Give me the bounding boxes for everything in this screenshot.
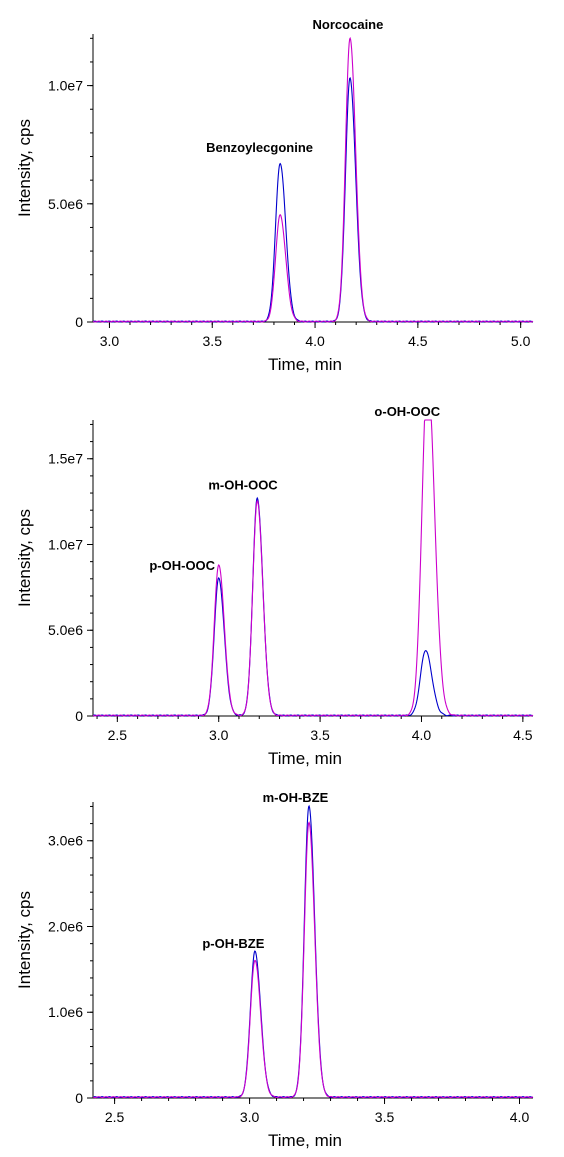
series-trace-1 [92, 76, 534, 323]
x-tick-label: 3.5 [375, 1109, 395, 1125]
series-trace-1 [92, 804, 534, 1099]
chart-panel-3: 2.5 3.0 3.5 4.0 0 1.0e6 2.0e6 3.0e6 Time, min Int… [15, 790, 534, 1150]
x-tick-label: 4.5 [408, 333, 428, 349]
x-tick-label: 3.0 [100, 333, 120, 349]
x-tick-label: 3.0 [240, 1109, 260, 1125]
peak-label: Norcocaine [313, 17, 384, 32]
peak-label: o-OH-OOC [374, 404, 440, 419]
peak-label: p-OH-OOC [149, 558, 215, 573]
x-tick-label: 4.0 [412, 727, 432, 743]
y-tick-label: 1.0e7 [48, 78, 83, 94]
peak-label: Benzoylecgonine [206, 140, 313, 155]
y-tick-label: 1.0e7 [48, 536, 83, 552]
y-axis-title: Intensity, cps [15, 509, 34, 607]
x-axis-title: Time, min [268, 355, 342, 374]
y-tick-label: 0 [75, 1090, 83, 1106]
x-tick-label: 2.5 [105, 1109, 125, 1125]
series-trace-2 [92, 419, 534, 717]
x-tick-label: 3.0 [209, 727, 229, 743]
x-tick-label: 4.0 [510, 1109, 530, 1125]
y-axis-title: Intensity, cps [15, 891, 34, 989]
x-tick-label: 4.0 [305, 333, 325, 349]
y-tick-label: 1.5e7 [48, 451, 83, 467]
peak-label: m-OH-OOC [208, 478, 278, 493]
x-tick-label: 4.5 [513, 727, 533, 743]
series-trace-1 [92, 496, 534, 717]
chart-panel-2: 2.5 3.0 3.5 4.0 4.5 0 5.0e6 1.0e7 1.5e7 Time, min… [15, 404, 534, 768]
x-tick-label: 3.5 [310, 727, 330, 743]
y-tick-label: 0 [75, 314, 83, 330]
series-trace-2 [92, 36, 534, 323]
x-tick-label: 3.5 [203, 333, 223, 349]
y-tick-label: 5.0e6 [48, 622, 83, 638]
peak-label: p-OH-BZE [202, 936, 264, 951]
x-axis-title: Time, min [268, 1131, 342, 1150]
y-axis-title: Intensity, cps [15, 119, 34, 217]
y-tick-label: 1.0e6 [48, 1004, 83, 1020]
chart-panel-1: 3.0 3.5 4.0 4.5 5.0 0 5.0e6 1.0e7 Time, min Inten… [15, 17, 534, 374]
y-tick-label: 2.0e6 [48, 918, 83, 934]
x-tick-label: 2.5 [108, 727, 128, 743]
y-tick-label: 0 [75, 708, 83, 724]
x-tick-label: 5.0 [511, 333, 531, 349]
peak-label: m-OH-BZE [263, 790, 329, 805]
y-tick-label: 3.0e6 [48, 833, 83, 849]
series-trace-2 [92, 821, 534, 1099]
x-axis-title: Time, min [268, 749, 342, 768]
y-tick-label: 5.0e6 [48, 196, 83, 212]
